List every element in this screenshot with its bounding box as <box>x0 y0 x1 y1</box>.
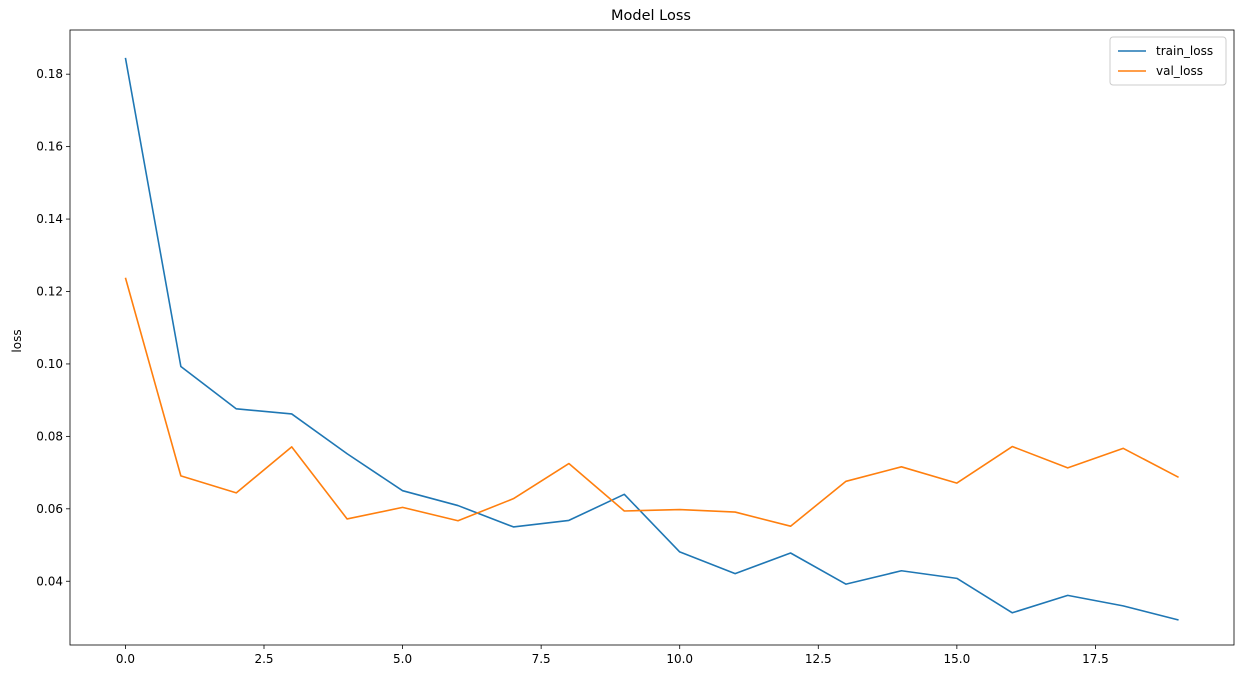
y-tick-label: 0.16 <box>36 140 63 154</box>
x-tick-label: 5.0 <box>393 652 412 666</box>
legend-label: train_loss <box>1156 44 1213 58</box>
x-tick-label: 15.0 <box>943 652 970 666</box>
x-tick-label: 12.5 <box>805 652 832 666</box>
y-tick-label: 0.06 <box>36 502 63 516</box>
y-tick-label: 0.18 <box>36 67 63 81</box>
series-line-train-loss <box>124 57 1179 621</box>
plot-frame <box>69 29 1235 646</box>
x-tick-label: 0.0 <box>116 652 135 666</box>
legend-box <box>1109 36 1227 86</box>
legend-label: val_loss <box>1156 64 1203 78</box>
y-tick-label: 0.08 <box>36 429 63 443</box>
y-tick-label: 0.14 <box>36 212 63 226</box>
y-tick-label: 0.12 <box>36 285 63 299</box>
legend: train_loss val_loss <box>1109 36 1227 86</box>
y-tick-label: 0.04 <box>36 574 63 588</box>
y-axis-label: loss <box>10 329 24 352</box>
x-tick-label: 17.5 <box>1082 652 1109 666</box>
x-tick-label: 7.5 <box>532 652 551 666</box>
series-line-val-loss <box>124 277 1179 528</box>
x-tick-label: 2.5 <box>254 652 273 666</box>
x-tick-label: 10.0 <box>666 652 693 666</box>
chart-title: Model Loss <box>611 8 691 24</box>
y-tick-label: 0.10 <box>36 357 63 371</box>
